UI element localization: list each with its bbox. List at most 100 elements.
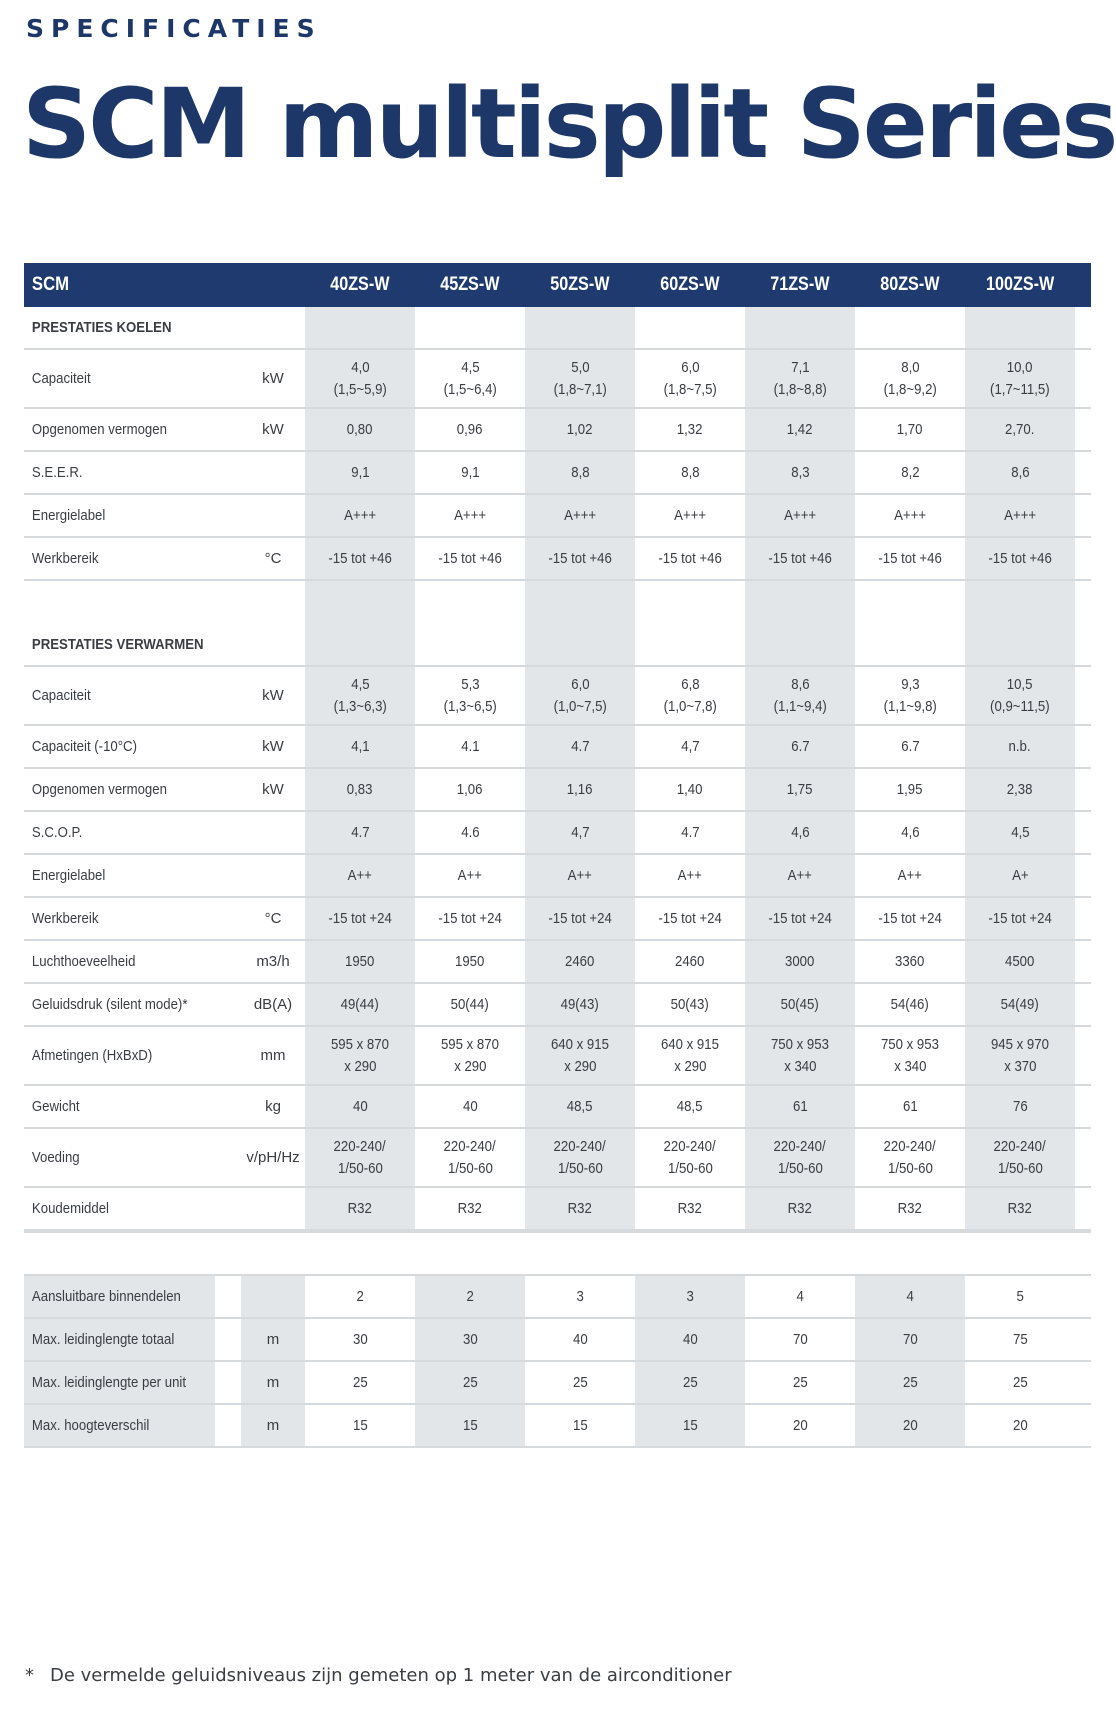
value-line: 4,5	[460, 358, 480, 376]
value-cell: 25	[965, 1362, 1075, 1403]
value-cell: A++	[525, 855, 635, 896]
model-header: 100ZS-W	[965, 263, 1075, 307]
value-cell: 220-240/1/50-60	[965, 1129, 1075, 1186]
value-line: A+++	[674, 506, 706, 524]
value-cell: 4,0 (1,5~5,9)	[305, 350, 415, 407]
value-cell: 25	[855, 1362, 965, 1403]
value-line: -15 tot +24	[328, 909, 392, 927]
value-cell: -15 tot +24	[745, 898, 855, 939]
value-cell	[305, 307, 415, 348]
value-cell	[745, 581, 855, 624]
value-line: 4,7	[570, 823, 590, 841]
value-line: 4,5	[350, 675, 370, 693]
row-unit: v/pH/Hz	[246, 1149, 300, 1166]
value-cell: 1,40	[635, 769, 745, 810]
value-cell: 1,75	[745, 769, 855, 810]
value-cell: 0,96	[415, 409, 525, 450]
row-unit: m	[241, 1405, 305, 1446]
value-cell: 15	[415, 1405, 525, 1446]
table-row: Capaciteit (-10°C) kW 4,1 4.1 4.7 4,7 6.7 6.7 n.…	[24, 726, 1091, 769]
value-line: 4	[796, 1287, 804, 1305]
table-gap	[24, 1231, 1091, 1274]
value-line: 1/50-60	[667, 1159, 713, 1177]
value-cell: 15	[305, 1405, 415, 1446]
value-cell: 945 x 970 x 370	[965, 1027, 1075, 1084]
table-row: Capaciteit kW 4,5 (1,3~6,3) 5,3 (1,3~6,5) 6,0 (…	[24, 667, 1091, 726]
value-line: R32	[1007, 1199, 1033, 1217]
row-unit: kW	[262, 421, 284, 438]
value-cell: R32	[415, 1188, 525, 1229]
value-cell: R32	[745, 1188, 855, 1229]
value-line: 6,8	[680, 675, 700, 693]
value-cell: 4500	[965, 941, 1075, 982]
value-line: -15 tot +46	[658, 549, 722, 567]
value-cell	[415, 307, 525, 348]
table-corner-label: SCM	[31, 274, 70, 295]
value-cell: A++	[855, 855, 965, 896]
value-line: 1,16	[567, 780, 593, 798]
table-header-row: SCM 40ZS-W 45ZS-W 50ZS-W 60ZS-W 71ZS-W 80ZS-W 1…	[24, 263, 1091, 307]
row-label: Opgenomen vermogen	[31, 781, 167, 798]
value-cell	[965, 624, 1075, 665]
value-cell: 54(46)	[855, 984, 965, 1025]
value-line: 1/50-60	[447, 1159, 493, 1177]
value-cell: 1,42	[745, 409, 855, 450]
value-cell: 220-240/1/50-60	[855, 1129, 965, 1186]
value-cell: A+++	[855, 495, 965, 536]
value-line: x 340	[893, 1057, 927, 1075]
value-line: 8,8	[680, 463, 700, 481]
value-cell: 2	[305, 1276, 415, 1317]
row-label: Max. hoogteverschil	[24, 1405, 215, 1446]
value-line: 0,80	[347, 420, 373, 438]
value-line: 4.7	[570, 737, 590, 755]
value-cell: 6,0 (1,0~7,5)	[525, 667, 635, 724]
value-cell: 6,8 (1,0~7,8)	[635, 667, 745, 724]
value-line: 25	[352, 1373, 368, 1391]
value-cell: -15 tot +24	[965, 898, 1075, 939]
value-cell: -15 tot +24	[525, 898, 635, 939]
value-line: 1/50-60	[777, 1159, 823, 1177]
row-label: Gewicht	[31, 1098, 80, 1115]
value-line: (1,8~8,8)	[773, 380, 827, 398]
value-line: (1,8~9,2)	[883, 380, 937, 398]
page-title: SCM multisplit Series	[22, 68, 1116, 180]
value-line: 6.7	[790, 737, 810, 755]
row-unit	[241, 855, 305, 896]
model-header: 40ZS-W	[305, 263, 415, 307]
footnote-marker: *	[25, 1665, 34, 1686]
value-cell: A++	[305, 855, 415, 896]
section-title-row: PRESTATIES KOELEN	[24, 307, 1091, 350]
model-name: 71ZS-W	[770, 274, 830, 295]
value-line: 2	[356, 1287, 364, 1305]
model-name: 45ZS-W	[440, 274, 500, 295]
value-line: 1950	[455, 952, 485, 970]
table-row: Voeding v/pH/Hz 220-240/1/50-60 220-240/1/5…	[24, 1129, 1091, 1188]
value-line: 15	[572, 1416, 588, 1434]
row-unit: °C	[264, 910, 282, 927]
value-cell: -15 tot +46	[635, 538, 745, 579]
value-line: 4.1	[460, 737, 480, 755]
table-row: S.E.E.R. 9,1 9,1 8,8 8,8 8,3 8,2 8,6	[24, 452, 1091, 495]
value-cell: 25	[525, 1362, 635, 1403]
value-cell: 25	[635, 1362, 745, 1403]
value-cell: 40	[635, 1319, 745, 1360]
value-line: -15 tot +24	[548, 909, 612, 927]
value-line: 8,8	[570, 463, 590, 481]
row-label: Werkbereik	[31, 550, 99, 567]
value-line: 15	[462, 1416, 478, 1434]
table-row: Koudemiddel R32 R32 R32 R32 R32 R32 R32	[24, 1188, 1091, 1231]
row-unit	[241, 495, 305, 536]
value-line: -15 tot +24	[768, 909, 832, 927]
value-line: 640 x 915	[551, 1035, 609, 1053]
value-cell: 1,06	[415, 769, 525, 810]
value-cell: 2,38	[965, 769, 1075, 810]
value-cell: A++	[745, 855, 855, 896]
row-label: Opgenomen vermogen	[31, 421, 167, 438]
value-cell: 9,1	[305, 452, 415, 493]
table-row: Max. leidinglengte totaal m 30 30 40 40 70 70 75	[24, 1319, 1091, 1362]
value-line: 3360	[895, 952, 925, 970]
value-line: 750 x 953	[881, 1035, 939, 1053]
value-line: 9,3	[900, 675, 920, 693]
value-line: A+	[1011, 866, 1029, 884]
value-line: 220-240/	[443, 1137, 497, 1155]
